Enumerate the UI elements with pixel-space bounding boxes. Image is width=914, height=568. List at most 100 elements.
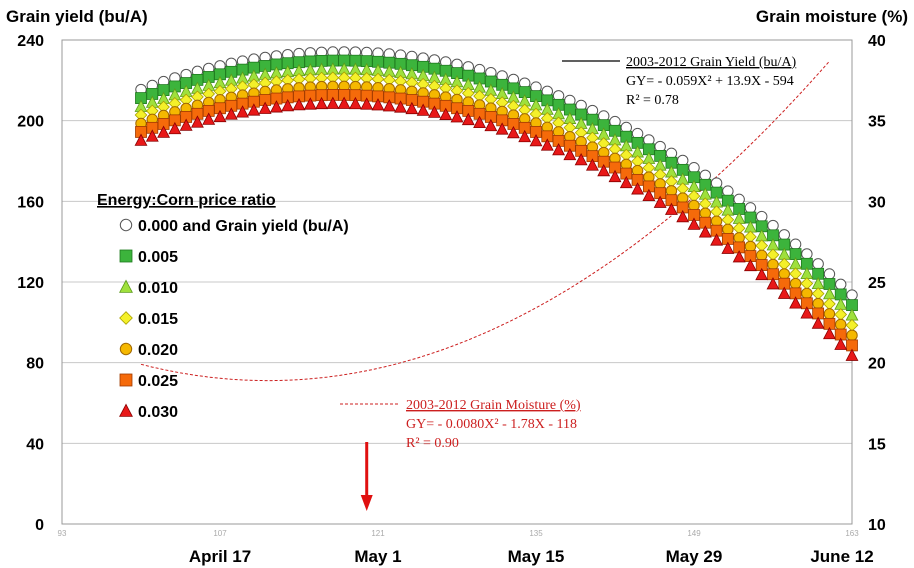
moisture-trend-annotation: 2003-2012 Grain Moisture (%) GY= - 0.008… <box>340 398 581 451</box>
data-point <box>812 258 824 270</box>
data-point <box>540 138 554 151</box>
legend-item-label: 0.010 <box>138 280 178 297</box>
date-label: May 1 <box>354 547 401 566</box>
x-tick-label: 135 <box>529 529 543 538</box>
data-point <box>213 109 227 123</box>
x-tick-label: 149 <box>687 529 701 538</box>
data-point <box>743 258 757 272</box>
data-point <box>119 342 133 356</box>
data-point <box>119 311 133 325</box>
y2-tick-label: 25 <box>868 275 886 292</box>
data-point <box>585 158 599 171</box>
data-point <box>710 233 724 246</box>
data-point <box>394 100 408 113</box>
data-point <box>506 125 520 139</box>
y-tick-label: 80 <box>26 356 44 373</box>
data-point <box>789 277 802 290</box>
data-point <box>518 129 532 143</box>
data-point <box>168 121 182 135</box>
legend-item-label: 0.030 <box>138 404 178 421</box>
y-tick-label: 240 <box>17 33 44 50</box>
data-point <box>846 289 858 301</box>
data-point <box>631 182 645 195</box>
series-0.000 <box>135 46 858 301</box>
data-point <box>789 296 803 309</box>
data-point <box>823 268 836 280</box>
data-point <box>119 218 133 232</box>
legend-item-label: 0.025 <box>138 373 178 390</box>
data-point <box>157 125 171 138</box>
data-point <box>744 240 757 253</box>
data-point <box>303 97 317 110</box>
data-point <box>202 112 216 125</box>
right-axis-ticks: 10 15 20 25 30 35 40 <box>868 33 886 534</box>
data-point <box>664 202 678 215</box>
data-point <box>247 103 261 116</box>
data-point <box>755 249 768 262</box>
legend-items: 0.000 and Grain yield (bu/A) 0.005 0.010 0.… <box>119 218 349 421</box>
data-point <box>269 100 283 113</box>
data-point <box>360 97 374 110</box>
data-point <box>473 115 487 128</box>
gridlines <box>62 120 852 444</box>
series-0.030 <box>134 96 859 361</box>
data-point <box>676 209 690 223</box>
data-point <box>822 326 836 340</box>
data-point <box>823 308 836 320</box>
y2-tick-label: 40 <box>868 33 886 50</box>
y-tick-label: 200 <box>17 114 44 131</box>
data-point <box>315 96 329 110</box>
data-point <box>119 249 133 263</box>
y-tick-label: 120 <box>17 275 44 292</box>
date-label: April 17 <box>189 547 251 566</box>
data-point <box>755 210 768 223</box>
data-point <box>846 329 858 342</box>
data-point <box>450 110 464 123</box>
data-point <box>326 96 340 109</box>
data-point <box>653 195 667 208</box>
data-point <box>766 277 780 290</box>
data-point <box>134 133 148 146</box>
data-point <box>777 286 791 299</box>
data-point <box>179 118 193 131</box>
legend-item-label: 0.020 <box>138 342 178 359</box>
series-0.025 <box>135 89 858 352</box>
data-point <box>801 287 813 300</box>
data-point <box>801 248 813 260</box>
series-0.015 <box>134 71 859 332</box>
data-point <box>687 217 701 230</box>
data-point <box>563 147 577 161</box>
y-tick-label: 40 <box>26 436 44 453</box>
data-point <box>281 98 295 112</box>
x-tick-label: 107 <box>213 529 227 538</box>
data-point <box>834 337 848 350</box>
y2-tick-label: 10 <box>868 517 886 534</box>
data-point <box>811 316 825 329</box>
y-tick-label: 160 <box>17 194 44 211</box>
data-point <box>382 99 396 112</box>
data-point <box>224 107 238 120</box>
x-tick-label: 163 <box>845 529 859 538</box>
data-point <box>767 258 779 271</box>
date-labels: April 17 May 1 May 15 May 29 June 12 <box>189 547 874 566</box>
data-point <box>119 403 133 417</box>
data-point <box>552 143 566 156</box>
y2-tick-label: 20 <box>868 356 886 373</box>
moisture-trend-label: 2003-2012 Grain Moisture (%) <box>406 398 581 413</box>
data-point <box>619 175 633 189</box>
right-axis-title: Grain moisture (%) <box>756 7 908 26</box>
series-0.005 <box>135 54 858 312</box>
data-point <box>778 268 791 280</box>
moisture-trend-equation: GY= - 0.0080X² - 1.78X - 118 <box>406 417 577 432</box>
data-point <box>733 232 745 244</box>
data-point <box>461 112 475 126</box>
data-point <box>416 103 430 116</box>
legend-item-label: 0.000 and Grain yield (bu/A) <box>138 218 349 235</box>
data-point <box>337 96 351 109</box>
data-point <box>767 219 779 232</box>
data-point <box>642 188 656 202</box>
x-axis-ticks: 93 107 121 135 149 163 <box>58 529 860 538</box>
data-point <box>236 105 250 118</box>
data-point <box>258 101 272 114</box>
